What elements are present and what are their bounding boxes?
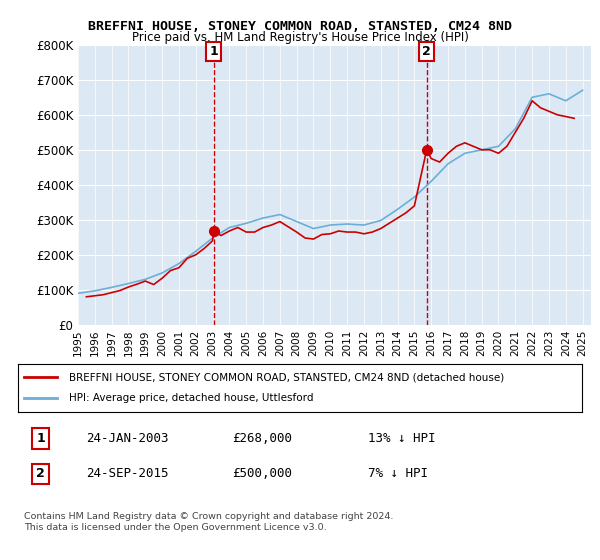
Text: 24-JAN-2003: 24-JAN-2003 [86, 432, 168, 445]
Text: BREFFNI HOUSE, STONEY COMMON ROAD, STANSTED, CM24 8ND: BREFFNI HOUSE, STONEY COMMON ROAD, STANS… [88, 20, 512, 32]
Text: 2: 2 [36, 468, 45, 480]
Text: 1: 1 [209, 45, 218, 58]
Text: 24-SEP-2015: 24-SEP-2015 [86, 468, 168, 480]
Text: Price paid vs. HM Land Registry's House Price Index (HPI): Price paid vs. HM Land Registry's House … [131, 31, 469, 44]
Text: £500,000: £500,000 [232, 468, 292, 480]
Text: £268,000: £268,000 [232, 432, 292, 445]
Text: 1: 1 [36, 432, 45, 445]
Text: 13% ↓ HPI: 13% ↓ HPI [368, 432, 435, 445]
Text: BREFFNI HOUSE, STONEY COMMON ROAD, STANSTED, CM24 8ND (detached house): BREFFNI HOUSE, STONEY COMMON ROAD, STANS… [69, 372, 504, 382]
Text: Contains HM Land Registry data © Crown copyright and database right 2024.
This d: Contains HM Land Registry data © Crown c… [24, 512, 394, 532]
Text: 7% ↓ HPI: 7% ↓ HPI [368, 468, 428, 480]
Text: 2: 2 [422, 45, 431, 58]
Text: HPI: Average price, detached house, Uttlesford: HPI: Average price, detached house, Uttl… [69, 393, 313, 403]
